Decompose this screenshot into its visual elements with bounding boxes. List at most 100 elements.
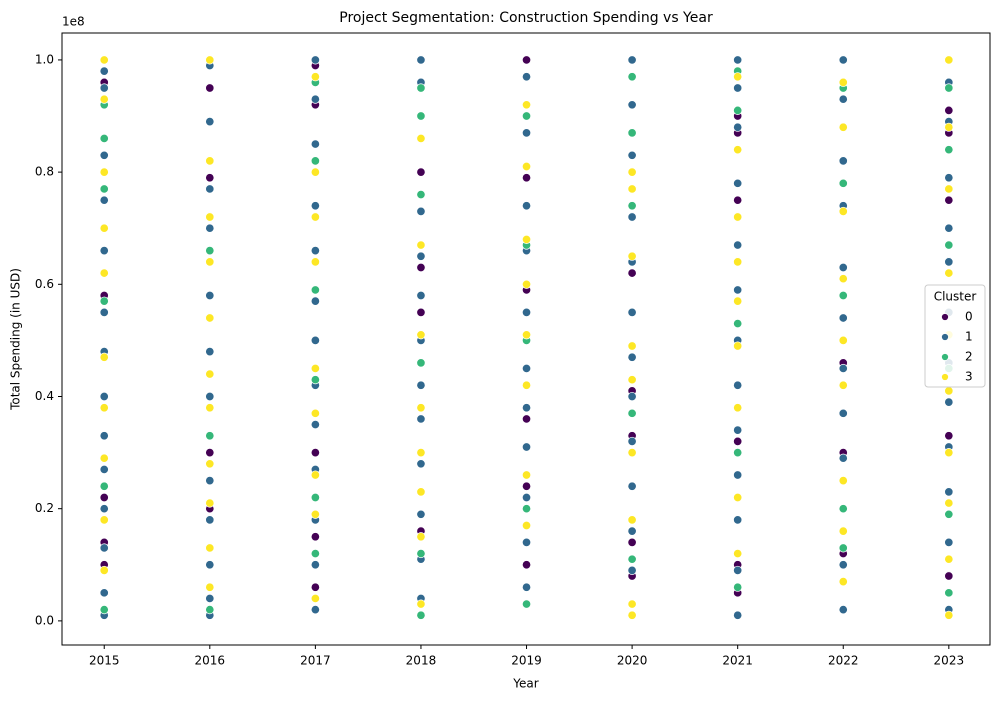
point	[733, 178, 743, 188]
point	[521, 307, 532, 317]
point	[733, 257, 743, 267]
point	[733, 436, 743, 446]
point	[944, 431, 954, 441]
point	[99, 492, 109, 503]
point	[310, 55, 320, 65]
point	[521, 279, 532, 289]
point	[99, 307, 109, 317]
point	[416, 262, 426, 273]
point	[627, 251, 637, 261]
point	[521, 201, 532, 211]
point	[944, 588, 954, 598]
point	[627, 100, 637, 110]
point	[733, 105, 743, 115]
point	[205, 605, 215, 615]
point	[310, 492, 320, 503]
point	[416, 307, 426, 317]
legend-label: 2	[965, 350, 973, 364]
point	[310, 139, 320, 149]
point	[99, 605, 109, 615]
point	[944, 509, 954, 519]
point	[521, 55, 532, 65]
point	[944, 105, 954, 115]
point	[838, 313, 848, 323]
x-tick-label: 2018	[406, 654, 437, 668]
point	[627, 341, 637, 351]
y-tick-label: 1.0	[35, 52, 54, 66]
point	[944, 268, 954, 278]
point	[838, 363, 848, 374]
point	[521, 520, 532, 531]
point	[310, 94, 320, 104]
point	[733, 55, 743, 65]
point	[733, 425, 743, 435]
point	[416, 190, 426, 200]
point	[99, 453, 109, 463]
point	[733, 565, 743, 575]
point	[627, 212, 637, 222]
point	[944, 55, 954, 65]
point	[99, 504, 109, 514]
point	[99, 268, 109, 278]
y-tick-label: 0.2	[35, 501, 54, 515]
legend-marker	[941, 373, 949, 381]
point	[838, 380, 848, 390]
point	[310, 257, 320, 267]
point	[310, 375, 320, 385]
point	[733, 582, 743, 592]
point	[310, 363, 320, 374]
x-tick-label: 2019	[511, 654, 542, 668]
point	[416, 330, 426, 340]
point	[838, 290, 848, 301]
point	[310, 470, 320, 480]
point	[416, 380, 426, 390]
point	[99, 133, 109, 144]
y-tick-label: 0.4	[35, 389, 54, 403]
point	[521, 442, 532, 452]
point	[205, 290, 215, 301]
point	[310, 532, 320, 542]
point	[205, 55, 215, 65]
point	[416, 55, 426, 65]
point	[521, 100, 532, 110]
point	[733, 549, 743, 559]
point	[99, 588, 109, 598]
point	[99, 83, 109, 93]
point	[521, 599, 532, 609]
y-offset-label: 1e8	[62, 15, 85, 29]
point	[99, 195, 109, 205]
point	[627, 565, 637, 575]
point	[627, 72, 637, 82]
point	[627, 610, 637, 620]
point	[310, 549, 320, 559]
point	[205, 184, 215, 194]
point	[627, 307, 637, 317]
point	[521, 560, 532, 570]
point	[205, 582, 215, 592]
point	[99, 94, 109, 104]
point	[416, 251, 426, 261]
point	[205, 83, 215, 93]
point	[416, 403, 426, 413]
point	[416, 111, 426, 121]
point	[99, 167, 109, 177]
point	[944, 571, 954, 581]
point	[944, 610, 954, 620]
point	[521, 72, 532, 82]
point	[944, 537, 954, 547]
legend-label: 1	[965, 330, 973, 344]
point	[944, 257, 954, 267]
point	[838, 122, 848, 132]
point	[205, 246, 215, 256]
point	[310, 156, 320, 166]
point	[99, 565, 109, 575]
point	[205, 391, 215, 402]
point	[310, 419, 320, 430]
point	[99, 223, 109, 233]
point	[838, 577, 848, 587]
legend-label: 0	[965, 310, 973, 324]
point	[416, 448, 426, 458]
legend-marker	[941, 333, 949, 341]
point	[205, 476, 215, 486]
